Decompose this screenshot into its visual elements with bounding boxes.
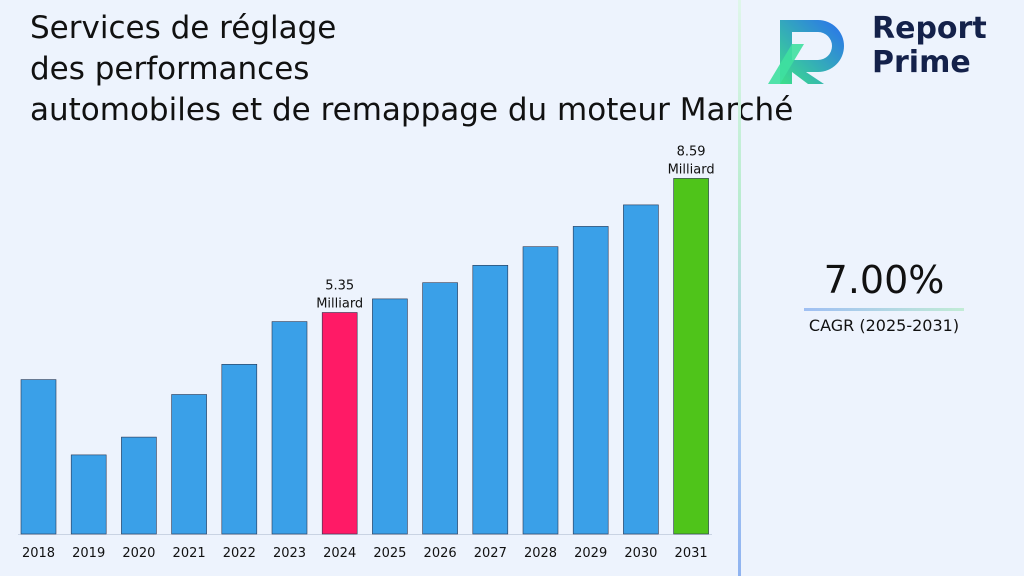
title-line-3: automobiles et de remappage du moteur Ma… — [30, 92, 794, 128]
chart-title: Services de réglage des performances aut… — [30, 8, 794, 131]
x-tick-label-2025: 2025 — [373, 546, 406, 561]
logo-text: Report Prime — [872, 12, 987, 80]
bar-2031 — [673, 178, 709, 535]
x-tick-label-2018: 2018 — [22, 546, 55, 561]
bar-2028 — [522, 246, 559, 535]
bar-2025 — [372, 298, 408, 535]
x-tick-label-2027: 2027 — [474, 546, 507, 561]
x-tick-label-2023: 2023 — [273, 546, 306, 561]
bar-2022 — [221, 363, 258, 535]
bar-2023 — [271, 321, 308, 535]
logo-line-1: Report — [872, 11, 987, 46]
x-tick-label-2031: 2031 — [675, 546, 708, 561]
bar-2024 — [321, 312, 358, 535]
report-prime-logo-icon — [768, 20, 844, 84]
x-tick-label-2024: 2024 — [323, 546, 356, 561]
data-label-value-2031: 8.59 — [677, 144, 706, 159]
title-line-1: Services de réglage — [30, 10, 337, 46]
x-tick-label-2030: 2030 — [624, 546, 657, 561]
cagr-value: 7.00% — [823, 258, 945, 302]
x-tick-label-2020: 2020 — [122, 546, 155, 561]
bar-2018 — [20, 379, 57, 535]
section-divider — [738, 0, 741, 576]
x-tick-label-2019: 2019 — [72, 546, 105, 561]
x-tick-label-2021: 2021 — [173, 546, 206, 561]
bar-2027 — [472, 264, 509, 535]
data-label-unit-2031: Milliard — [668, 162, 715, 177]
data-label-value-2024: 5.35 — [325, 279, 354, 294]
x-tick-label-2026: 2026 — [424, 546, 457, 561]
x-tick-label-2028: 2028 — [524, 546, 557, 561]
x-tick-label-2029: 2029 — [574, 546, 607, 561]
cagr-label: CAGR (2025-2031) — [808, 316, 960, 335]
bar-2020 — [121, 436, 157, 535]
cagr-underline — [804, 308, 964, 311]
bar-2026 — [422, 282, 458, 535]
bar-chart: 2018 2019 2020 2021 2022 2023 2024 2025 2026 2027… — [18, 144, 715, 561]
bar-2019 — [70, 454, 107, 535]
bar-2021 — [171, 394, 207, 535]
bar-2030 — [623, 204, 659, 535]
data-label-unit-2024: Milliard — [316, 297, 363, 312]
logo-line-2: Prime — [872, 45, 971, 80]
title-line-2: des performances — [30, 51, 310, 87]
bar-2029 — [572, 226, 609, 535]
x-tick-label-2022: 2022 — [223, 546, 256, 561]
